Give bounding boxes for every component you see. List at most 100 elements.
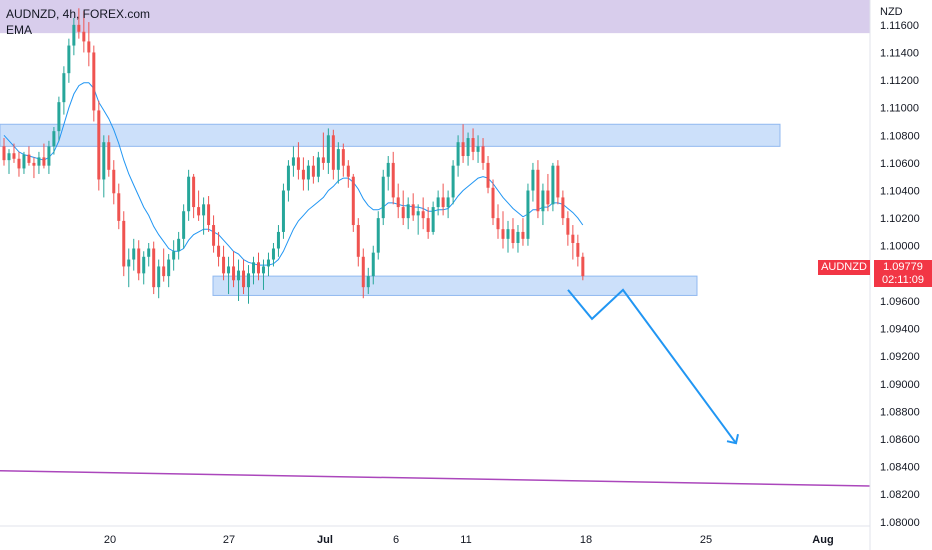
- candle-body: [506, 229, 510, 239]
- indicator-name[interactable]: EMA: [6, 23, 33, 37]
- candle-body: [441, 197, 445, 208]
- candle: [526, 183, 530, 246]
- candle-body: [306, 165, 310, 180]
- projection-arrowhead: [726, 433, 739, 445]
- candle-body: [291, 157, 295, 166]
- price-tick-label: 1.08200: [880, 489, 920, 501]
- candle-body: [346, 165, 350, 177]
- candle: [346, 160, 350, 188]
- candle-body: [411, 204, 415, 216]
- candle: [366, 267, 370, 295]
- candle: [27, 146, 31, 166]
- candle: [546, 173, 550, 212]
- candle: [252, 256, 255, 285]
- candle-body: [431, 207, 435, 232]
- price-tick-label: 1.10400: [880, 186, 920, 198]
- candle-body: [461, 142, 465, 157]
- candle: [132, 238, 136, 271]
- candle-body: [356, 225, 360, 257]
- candle: [127, 248, 131, 288]
- candle: [316, 151, 320, 183]
- candle: [107, 135, 111, 177]
- candle: [481, 138, 485, 170]
- candle-body: [107, 142, 111, 170]
- candle: [436, 190, 440, 216]
- candle-body: [426, 218, 430, 232]
- time-tick-label: 25: [700, 534, 712, 546]
- trendline-layer[interactable]: [0, 470, 871, 487]
- candle: [2, 138, 6, 166]
- price-tick-label: 1.11200: [880, 75, 919, 87]
- symbol-badge: AUDNZD: [818, 260, 870, 275]
- candle-body: [207, 204, 211, 226]
- candle: [117, 183, 121, 230]
- candle-body: [147, 248, 151, 257]
- candle: [167, 254, 171, 288]
- candle-body: [187, 176, 191, 212]
- candle: [376, 211, 380, 260]
- candle-body: [22, 154, 26, 169]
- candle-body: [72, 24, 76, 46]
- candle-body: [386, 162, 390, 177]
- price-tick-label: 1.10800: [880, 130, 920, 142]
- candle-body: [491, 187, 495, 219]
- candle-body: [421, 211, 425, 219]
- candle-body: [137, 248, 141, 274]
- price-tick-label: 1.10200: [880, 213, 920, 225]
- candle-body: [546, 190, 550, 205]
- candle-body: [271, 248, 275, 260]
- candle: [276, 225, 280, 257]
- candle: [37, 151, 41, 174]
- candle-body: [446, 197, 450, 208]
- candle: [336, 142, 340, 184]
- candle-body: [281, 190, 285, 232]
- candle-body: [132, 248, 136, 260]
- candle: [541, 183, 545, 226]
- time-tick-label: 18: [580, 534, 592, 546]
- candle-body: [396, 197, 400, 208]
- zones-layer: [0, 0, 870, 296]
- candle: [32, 157, 36, 179]
- chart-legend[interactable]: AUDNZD, 4h, FOREX.com EMA: [6, 6, 150, 38]
- candle: [561, 190, 565, 226]
- candle-body: [252, 262, 255, 274]
- price-tick-label: 1.08400: [880, 462, 920, 474]
- candle-body: [576, 242, 580, 257]
- time-tick-label: 6: [393, 534, 399, 546]
- candle: [77, 8, 81, 39]
- candle-body: [162, 266, 166, 277]
- projection-path[interactable]: [567, 288, 737, 444]
- candle: [351, 173, 355, 232]
- candle-body: [556, 165, 560, 198]
- candle-body: [496, 218, 500, 230]
- candle-body: [247, 273, 251, 288]
- candle-body: [12, 153, 16, 159]
- candle-body: [361, 256, 365, 288]
- candle-body: [212, 225, 216, 246]
- candle-body: [316, 157, 320, 177]
- candle-body: [531, 169, 535, 191]
- candle: [571, 225, 575, 260]
- candle-body: [466, 138, 470, 157]
- candle: [421, 197, 425, 230]
- projection-layer[interactable]: [567, 288, 739, 445]
- candle-body: [37, 157, 41, 166]
- candle: [281, 183, 285, 239]
- candle: [311, 156, 315, 184]
- trendline[interactable]: [0, 470, 871, 487]
- candle-body: [541, 190, 545, 212]
- candle-body: [232, 266, 236, 281]
- resistance-zone[interactable]: [0, 123, 781, 147]
- candle-body: [336, 149, 340, 170]
- symbol-line[interactable]: AUDNZD, 4h, FOREX.com: [6, 7, 151, 21]
- candle: [371, 245, 375, 285]
- supply-zone[interactable]: [0, 0, 870, 34]
- candle-body: [62, 73, 66, 103]
- candle: [147, 242, 151, 267]
- support-zone[interactable]: [212, 275, 698, 296]
- candle-body: [256, 262, 260, 274]
- candle-body: [391, 162, 395, 198]
- candle: [506, 220, 510, 253]
